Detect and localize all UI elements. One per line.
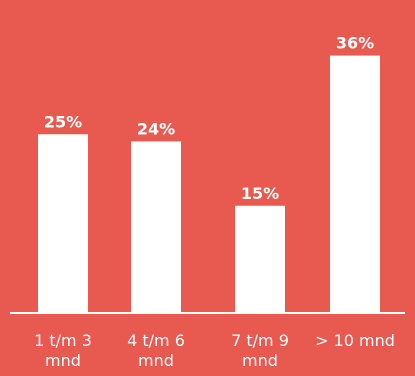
value-label-1: 25% <box>44 112 82 131</box>
bars <box>38 55 380 313</box>
bar-1 <box>38 134 88 313</box>
value-label-2: 24% <box>137 119 175 138</box>
bar-2 <box>131 141 181 313</box>
category-label-4: > 10 mnd <box>315 331 395 350</box>
bar-4 <box>330 55 380 313</box>
category-labels: 1 t/m 3 mnd 4 t/m 6 mnd 7 t/m 9 mnd > 10 mnd <box>34 331 395 370</box>
category-label-1: 1 t/m 3 mnd <box>34 331 92 370</box>
value-labels: 25% 24% 15% 36% <box>44 34 374 203</box>
category-label-3: 7 t/m 9 mnd <box>231 331 289 370</box>
value-label-4: 36% <box>336 34 374 53</box>
bar-3 <box>235 205 285 313</box>
value-label-3: 15% <box>241 184 279 203</box>
category-label-2: 4 t/m 6 mnd <box>127 331 185 370</box>
